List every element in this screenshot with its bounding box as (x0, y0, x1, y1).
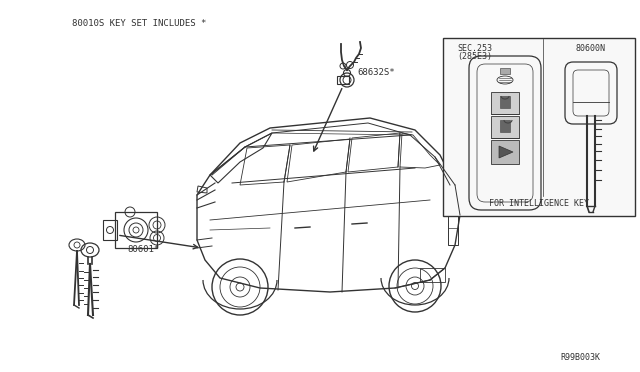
Text: R99B003K: R99B003K (560, 353, 600, 362)
Bar (500, 120, 510, 132)
Bar (500, 68, 510, 74)
Text: 80601*: 80601* (127, 245, 159, 254)
Polygon shape (499, 146, 513, 158)
Bar (115, 212, 157, 248)
Text: (285E3): (285E3) (458, 52, 493, 61)
Bar (491, 140, 519, 164)
Text: SEC.253: SEC.253 (458, 44, 493, 53)
Text: FOR INTELLIGENCE KEY: FOR INTELLIGENCE KEY (489, 199, 589, 208)
Text: 80010S KEY SET INCLUDES *: 80010S KEY SET INCLUDES * (72, 19, 206, 28)
Bar (500, 96, 510, 108)
Bar (443, 38, 635, 216)
Text: 68632S*: 68632S* (357, 68, 395, 77)
Bar (103, 220, 117, 240)
Bar (491, 116, 519, 138)
Bar (448, 215, 458, 245)
Bar (491, 92, 519, 114)
Bar (420, 268, 445, 282)
Text: 80600N: 80600N (576, 44, 606, 53)
